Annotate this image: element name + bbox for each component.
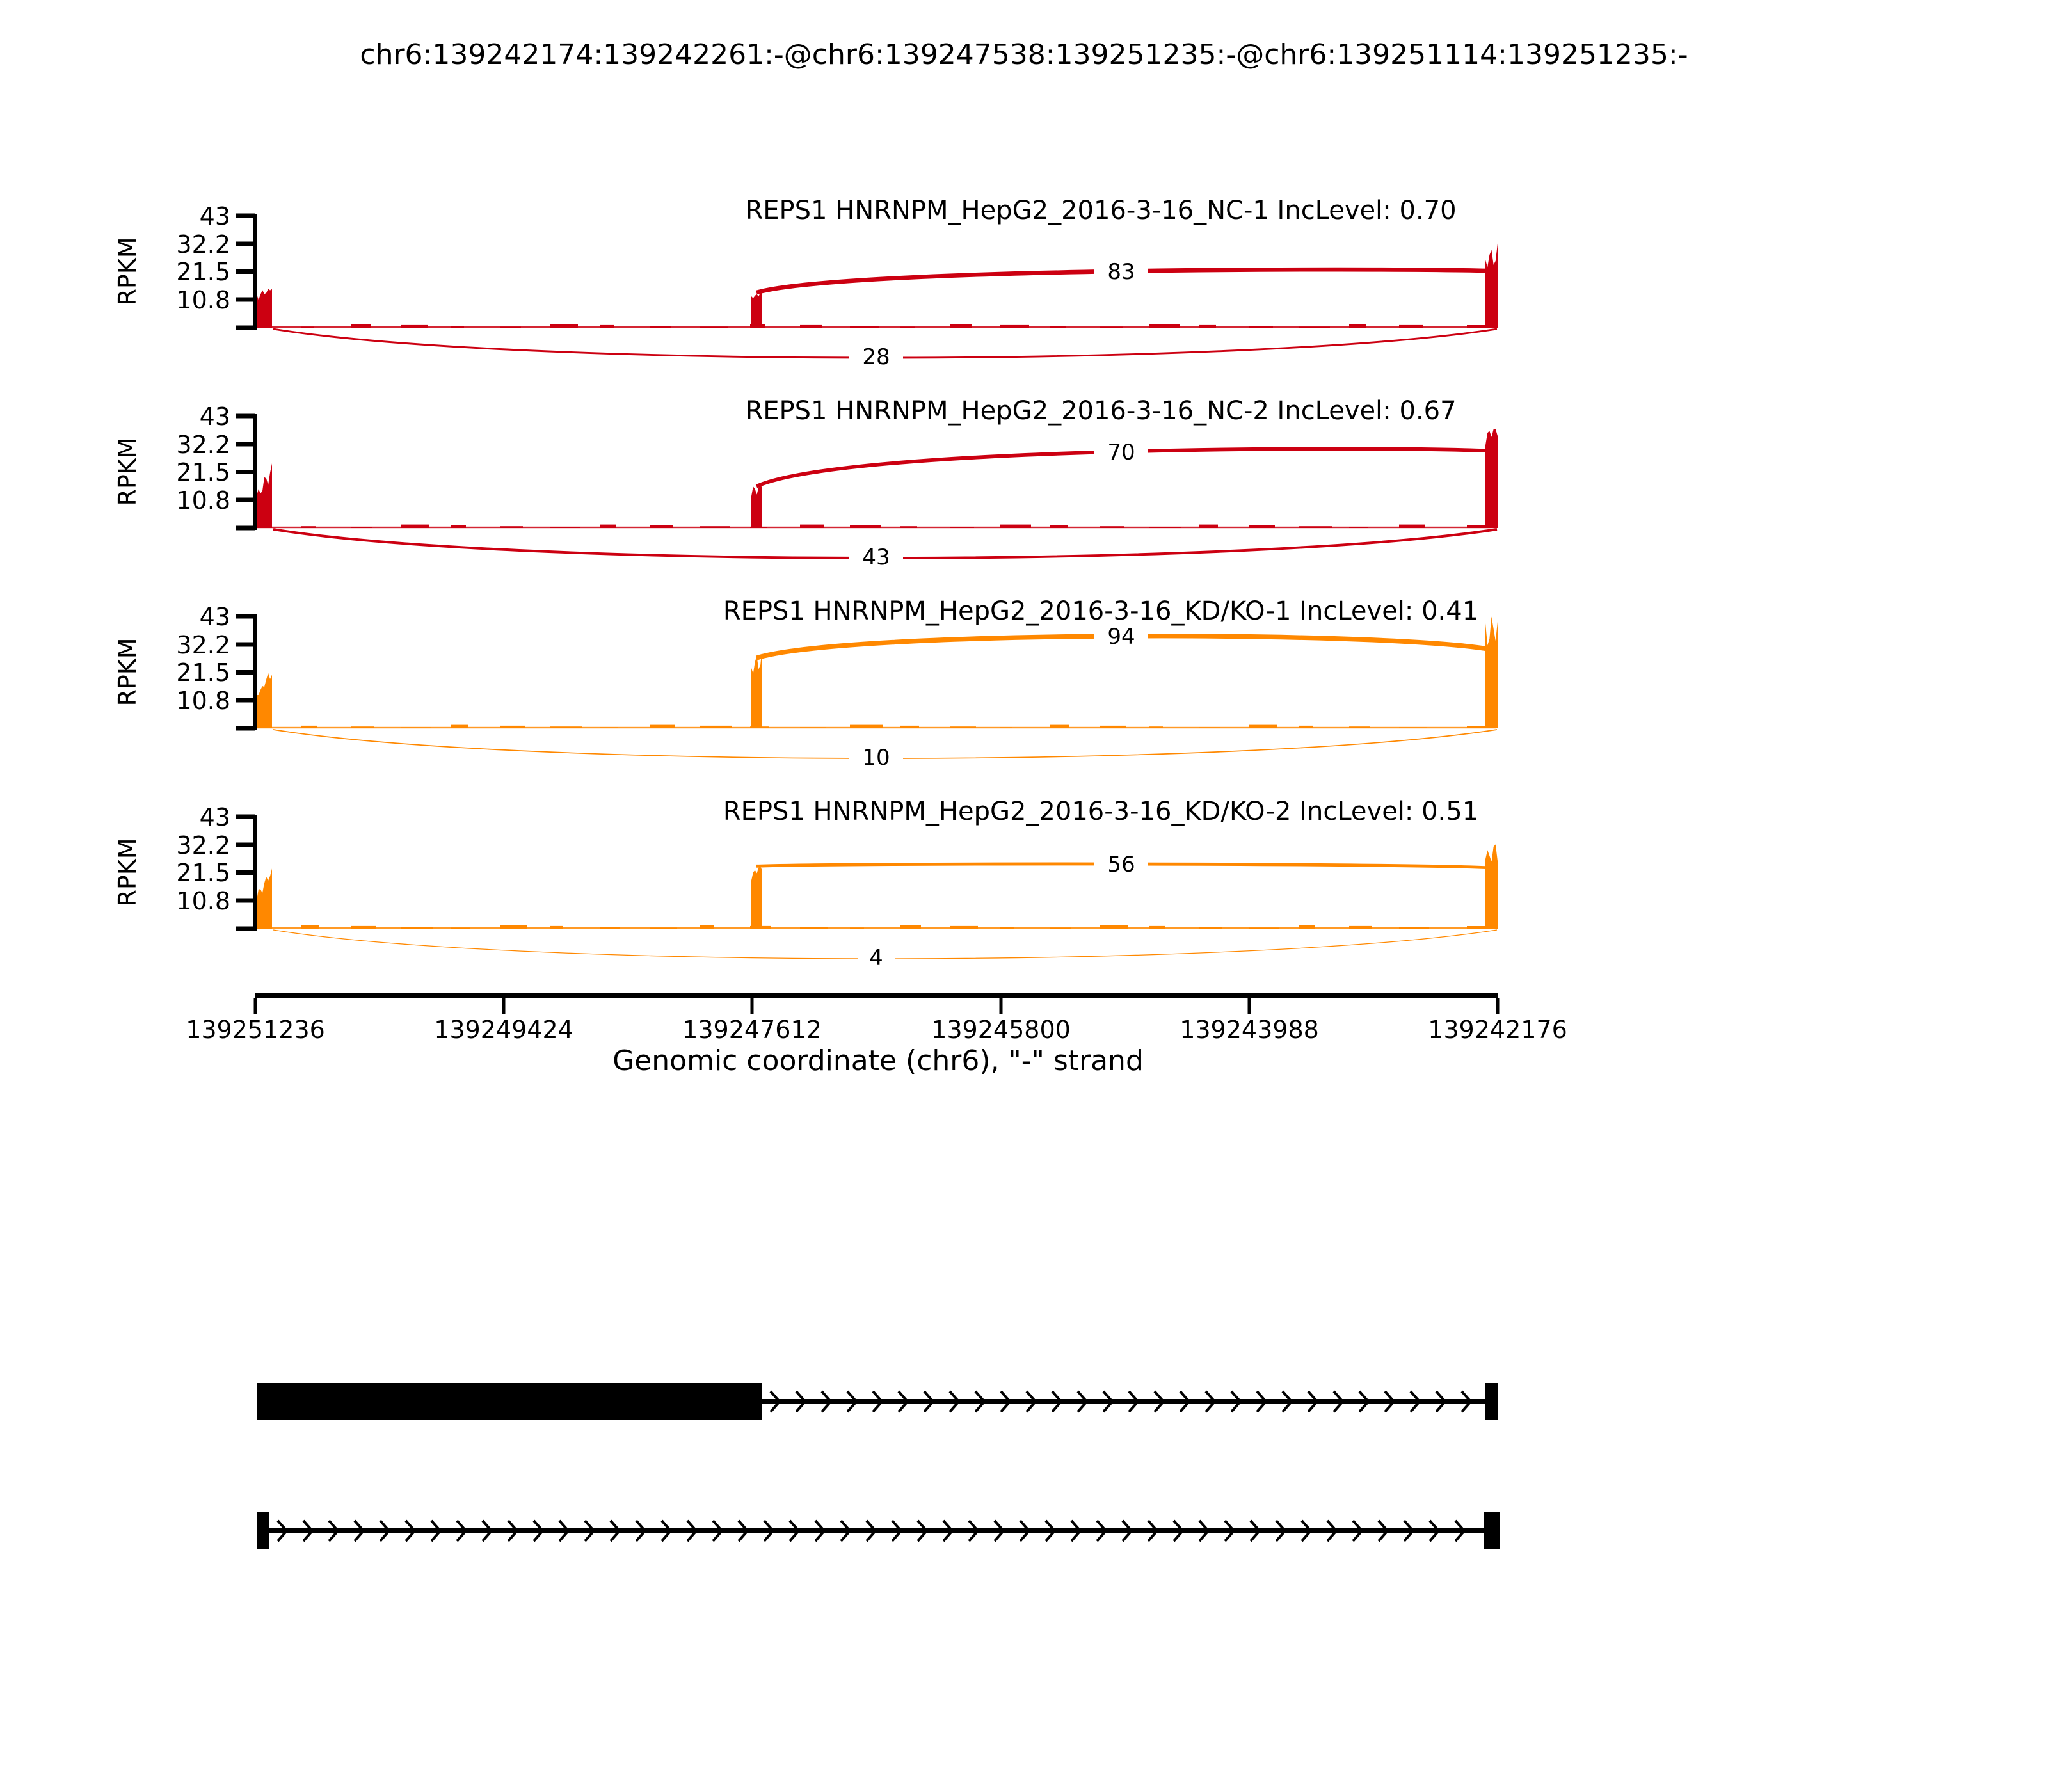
- track-1-skipping-count: 28: [862, 344, 890, 370]
- x-axis-tick-label-5: 139243988: [1180, 1016, 1319, 1044]
- track-3-ytick-21: 21.5: [176, 659, 230, 687]
- track-3-ytick-32: 32.2: [176, 631, 230, 659]
- x-axis-tick-label-1: 139251236: [186, 1016, 325, 1044]
- isoform-1-short-exon: [1485, 1383, 1498, 1420]
- generated-graphics: [236, 213, 1500, 1549]
- track-3-ytick-10: 10.8: [176, 687, 230, 715]
- track-3-ytick-43: 43: [200, 603, 230, 631]
- track-3-rpkm-axis-label: RPKM: [113, 637, 141, 706]
- track-4-title: REPS1 HNRNPM_HepG2_2016-3-16_KD/KO-2 Inc…: [723, 797, 1478, 826]
- plot-title: chr6:139242174:139242261:-@chr6:13924753…: [360, 38, 1688, 71]
- track-1-title: REPS1 HNRNPM_HepG2_2016-3-16_NC-1 IncLev…: [745, 196, 1456, 225]
- track-1-ytick-21: 21.5: [176, 258, 230, 286]
- track-1-ytick-32: 32.2: [176, 230, 230, 259]
- track-2-ytick-10: 10.8: [176, 486, 230, 515]
- track-4-ytick-32: 32.2: [176, 831, 230, 860]
- track-4-rpkm-axis-label: RPKM: [113, 838, 141, 906]
- x-axis-tick-label-6: 139242176: [1428, 1016, 1567, 1044]
- track-1-inclusion-count: 83: [1107, 259, 1135, 285]
- x-axis-tick-label-4: 139245800: [931, 1016, 1071, 1044]
- track-2-inclusion-count: 70: [1107, 440, 1135, 465]
- track-2-ytick-43: 43: [200, 403, 230, 431]
- track-2-skipping-count: 43: [862, 545, 890, 570]
- track-2-rpkm-axis-label: RPKM: [113, 437, 141, 506]
- track-2-ytick-32: 32.2: [176, 431, 230, 459]
- track-4-ytick-21: 21.5: [176, 859, 230, 887]
- track-3-skipping-count: 10: [862, 745, 890, 771]
- x-axis-title: Genomic coordinate (chr6), "-" strand: [612, 1044, 1144, 1077]
- track-1-rpkm-axis-label: RPKM: [113, 237, 141, 305]
- isoform-2-right-exon: [1484, 1512, 1500, 1549]
- track-2-ytick-21: 21.5: [176, 458, 230, 486]
- track-4-ytick-43: 43: [200, 803, 230, 831]
- track-4-inclusion-count: 56: [1107, 852, 1135, 877]
- track-4-ytick-10: 10.8: [176, 887, 230, 915]
- x-axis-tick-label-3: 139247612: [682, 1016, 822, 1044]
- track-3-title: REPS1 HNRNPM_HepG2_2016-3-16_KD/KO-1 Inc…: [723, 596, 1478, 626]
- track-1-ytick-10: 10.8: [176, 286, 230, 314]
- x-axis-tick-label-2: 139249424: [434, 1016, 573, 1044]
- isoform-2-left-exon: [257, 1512, 269, 1549]
- isoform-1-long-exon: [257, 1383, 762, 1420]
- track-2-title: REPS1 HNRNPM_HepG2_2016-3-16_NC-2 IncLev…: [745, 396, 1456, 426]
- track-1-ytick-43: 43: [200, 202, 230, 230]
- track-3-inclusion-count: 94: [1107, 624, 1135, 650]
- track-4-skipping-count: 4: [869, 945, 883, 971]
